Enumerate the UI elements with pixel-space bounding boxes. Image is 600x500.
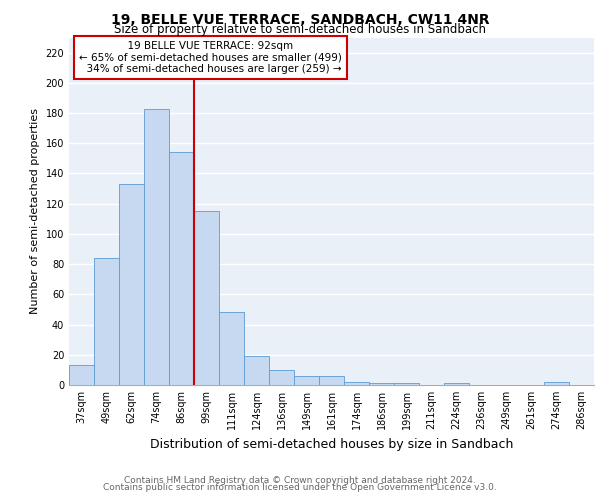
Bar xyxy=(369,384,394,385)
Bar xyxy=(294,376,319,385)
X-axis label: Distribution of semi-detached houses by size in Sandbach: Distribution of semi-detached houses by … xyxy=(150,438,513,450)
Bar xyxy=(394,384,419,385)
Text: Contains HM Land Registry data © Crown copyright and database right 2024.: Contains HM Land Registry data © Crown c… xyxy=(124,476,476,485)
Bar xyxy=(244,356,269,385)
Text: Size of property relative to semi-detached houses in Sandbach: Size of property relative to semi-detach… xyxy=(114,22,486,36)
Text: 19 BELLE VUE TERRACE: 92sqm  
← 65% of semi-detached houses are smaller (499)
  : 19 BELLE VUE TERRACE: 92sqm ← 65% of sem… xyxy=(79,41,342,74)
Bar xyxy=(444,384,469,385)
Bar xyxy=(194,211,219,385)
Text: Contains public sector information licensed under the Open Government Licence v3: Contains public sector information licen… xyxy=(103,484,497,492)
Text: 19, BELLE VUE TERRACE, SANDBACH, CW11 4NR: 19, BELLE VUE TERRACE, SANDBACH, CW11 4N… xyxy=(110,12,490,26)
Y-axis label: Number of semi-detached properties: Number of semi-detached properties xyxy=(30,108,40,314)
Bar xyxy=(344,382,369,385)
Bar xyxy=(94,258,119,385)
Bar xyxy=(544,382,569,385)
Bar xyxy=(119,184,144,385)
Bar xyxy=(69,366,94,385)
Bar xyxy=(144,108,169,385)
Bar xyxy=(269,370,294,385)
Bar xyxy=(219,312,244,385)
Bar xyxy=(319,376,344,385)
Bar xyxy=(169,152,194,385)
